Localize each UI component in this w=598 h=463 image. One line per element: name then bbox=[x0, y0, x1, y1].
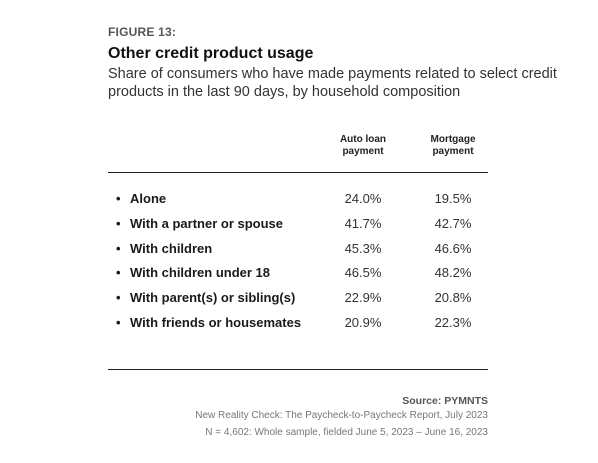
row-label-text: With friends or housemates bbox=[130, 314, 302, 330]
table-row: • With children under 18 46.5% 48.2% bbox=[116, 262, 488, 287]
table-row: • Alone 24.0% 19.5% bbox=[116, 188, 488, 213]
bullet-icon: • bbox=[116, 265, 121, 281]
table-body: • Alone 24.0% 19.5% • With a partner or sp… bbox=[116, 188, 488, 337]
mortgage-value: 22.3% bbox=[434, 314, 472, 330]
bullet-icon: • bbox=[116, 240, 121, 256]
report-note: New Reality Check: The Paycheck-to-Paych… bbox=[195, 410, 488, 421]
row-label-text: Alone bbox=[130, 191, 167, 206]
auto-loan-value: 45.3% bbox=[344, 240, 382, 256]
auto-loan-value: 24.0% bbox=[344, 191, 382, 206]
bullet-icon: • bbox=[116, 314, 121, 330]
table-row: • With children 45.3% 46.6% bbox=[116, 238, 488, 263]
row-label-text: With a partner or spouse bbox=[130, 215, 284, 231]
source-label: Source: PYMNTS bbox=[402, 395, 488, 407]
auto-loan-value: 22.9% bbox=[344, 290, 382, 306]
row-label: • With friends or housemates bbox=[116, 315, 301, 330]
bullet-icon: • bbox=[116, 191, 121, 206]
column-header-auto-loan: Auto loan payment bbox=[339, 134, 387, 157]
row-label-text: With parent(s) or sibling(s) bbox=[130, 290, 296, 306]
bullet-icon: • bbox=[116, 290, 121, 306]
row-label: • With children bbox=[116, 241, 212, 256]
table-row: • With friends or housemates 20.9% 22.3% bbox=[116, 312, 488, 337]
figure-title: Other credit product usage bbox=[108, 45, 314, 62]
auto-loan-value: 46.5% bbox=[344, 265, 382, 281]
table-bottom-rule bbox=[108, 369, 488, 370]
figure-label: FIGURE 13: bbox=[108, 25, 177, 39]
sample-note: N = 4,602: Whole sample, fielded June 5,… bbox=[205, 427, 488, 438]
row-label-text: With children bbox=[130, 240, 213, 256]
table-row: • With parent(s) or sibling(s) 22.9% 20.8… bbox=[116, 287, 488, 312]
row-label: • With children under 18 bbox=[116, 265, 270, 280]
table-row: • With a partner or spouse 41.7% 42.7% bbox=[116, 213, 488, 238]
table-top-rule bbox=[108, 172, 488, 173]
row-label: • With parent(s) or sibling(s) bbox=[116, 290, 295, 305]
row-label-text: With children under 18 bbox=[130, 265, 271, 281]
figure-subtitle: Share of consumers who have made payment… bbox=[108, 66, 557, 100]
mortgage-value: 42.7% bbox=[434, 215, 472, 231]
auto-loan-value: 20.9% bbox=[344, 314, 382, 330]
mortgage-value: 20.8% bbox=[434, 290, 472, 306]
row-label: • Alone bbox=[116, 191, 166, 206]
bullet-icon: • bbox=[116, 215, 121, 231]
row-label: • With a partner or spouse bbox=[116, 216, 283, 231]
auto-loan-value: 41.7% bbox=[344, 215, 382, 231]
mortgage-value: 46.6% bbox=[434, 240, 472, 256]
mortgage-value: 19.5% bbox=[434, 191, 472, 206]
column-header-mortgage: Mortgage payment bbox=[430, 134, 476, 157]
mortgage-value: 48.2% bbox=[434, 265, 472, 281]
